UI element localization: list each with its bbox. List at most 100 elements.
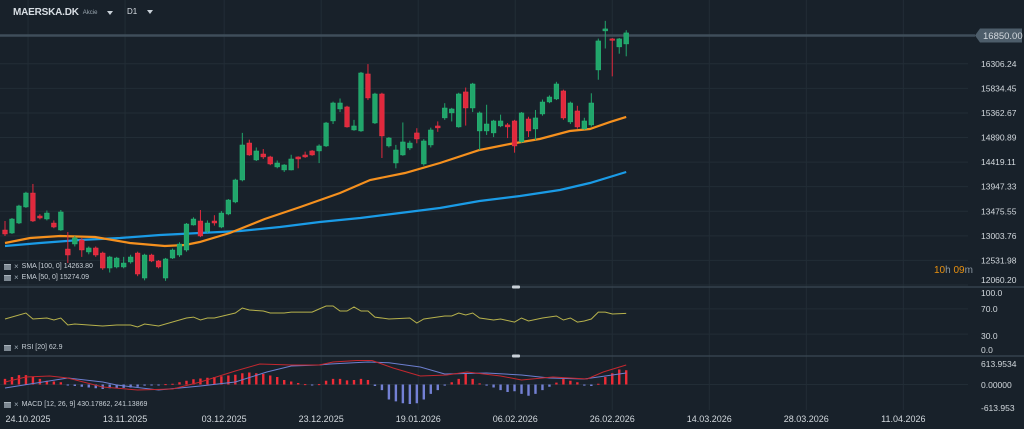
close-icon[interactable]: × (14, 343, 19, 352)
date-axis-label: 11.04.2026 (881, 414, 925, 424)
candle-body (51, 222, 57, 228)
candle-body (497, 120, 504, 127)
candle-up (372, 92, 378, 125)
candle-up (169, 248, 176, 259)
instrument-type: Akcie (82, 9, 98, 16)
candle-up (623, 30, 629, 57)
timeframe-label: D1 (127, 7, 138, 16)
macd-histogram-bar (324, 380, 328, 385)
candle-body (470, 83, 476, 109)
candle-up (386, 137, 392, 148)
macd-histogram-bar (17, 375, 21, 385)
symbol-selector[interactable]: MAERSKA.DK Akcie (13, 7, 114, 18)
candle-body (16, 205, 22, 224)
candle-up (225, 199, 231, 216)
settings-icon[interactable] (4, 275, 11, 281)
candle-down (574, 105, 580, 129)
settings-icon[interactable] (4, 345, 11, 351)
candle-up (128, 254, 134, 264)
rsi-axis-label: 100.0 (981, 288, 1003, 298)
candle-up (190, 217, 197, 226)
candle-body (288, 158, 294, 171)
macd-line (4, 361, 627, 391)
candle-up (491, 119, 497, 138)
panel-resize-handle[interactable] (512, 285, 520, 289)
candle-body (553, 83, 560, 100)
countdown-m-unit: m (964, 265, 973, 276)
macd-histogram-bar (213, 377, 216, 385)
macd-histogram-bar (303, 384, 307, 386)
macd-histogram-bar (269, 375, 272, 385)
candle-body (135, 252, 141, 275)
candle-down (211, 215, 218, 226)
macd-legend-label: MACD [12, 26, 9] 430.17862, 241.13869 (21, 401, 148, 408)
macd-histogram-bar (220, 376, 223, 385)
macd-histogram-bar (436, 384, 439, 391)
macd-histogram-bar (317, 384, 321, 386)
candle-body (44, 212, 50, 220)
ema-legend: × EMA [50, 0] 15274.09 (4, 274, 89, 282)
candle-up (449, 107, 455, 122)
settings-icon[interactable] (4, 402, 11, 408)
candle-body (442, 107, 448, 119)
macd-histogram-bar (115, 384, 118, 389)
rsi-axis-label: 70.0 (981, 304, 998, 314)
close-icon[interactable]: × (14, 262, 19, 271)
macd-histogram-bar (38, 378, 42, 385)
rsi-legend-label: RSI [20] 62.9 (21, 344, 63, 351)
candle-up (330, 101, 336, 125)
candle-up (337, 98, 343, 113)
candle-up (288, 154, 294, 171)
candle-up (470, 82, 476, 113)
macd-signal-line (4, 360, 627, 391)
candle-body (518, 112, 525, 143)
candle-body (72, 237, 78, 245)
candle-down (435, 121, 441, 132)
macd-histogram-bar (408, 384, 412, 404)
candle-up (602, 20, 608, 49)
candle-body (567, 102, 573, 123)
candle-up (407, 140, 413, 151)
candle-up (358, 71, 364, 132)
candle-down (148, 253, 155, 263)
candle-body (421, 140, 427, 165)
candle-body (169, 249, 176, 259)
candle-body (456, 93, 462, 128)
date-axis-label: 26.02.2026 (590, 414, 635, 424)
sma-legend: × SMA [100, 0] 14263.80 (4, 263, 93, 271)
candle-up (539, 99, 546, 116)
price-axis-label: 12060.20 (981, 275, 1017, 285)
candle-body (428, 129, 434, 146)
macd-histogram-bar (73, 384, 76, 386)
candle-up (121, 256, 127, 269)
candle-body (281, 164, 287, 171)
macd-histogram-bar (283, 380, 286, 385)
candle-down (295, 156, 301, 169)
candle-body (274, 162, 280, 168)
settings-icon[interactable] (4, 264, 11, 270)
candle-down (344, 105, 350, 128)
macd-axis-label: -613.953 (981, 403, 1015, 413)
ema-50-line (4, 115, 627, 248)
macd-histogram-bar (555, 382, 558, 385)
rsi-axis-label: 30.0 (981, 331, 998, 341)
timeframe-selector[interactable]: D1 (127, 7, 154, 16)
candle-body (323, 122, 329, 147)
close-icon[interactable]: × (14, 400, 19, 409)
macd-histogram-bar (262, 374, 265, 385)
macd-histogram-bar (583, 384, 586, 386)
candle-body (162, 258, 169, 279)
chevron-down-icon (147, 9, 154, 14)
candle-up (421, 139, 427, 166)
candle-body (65, 248, 71, 256)
rsi-axis-label: 0.0 (981, 345, 993, 355)
candle-down (560, 89, 567, 120)
candle-down (302, 151, 308, 158)
close-icon[interactable]: × (14, 273, 19, 282)
candle-body (358, 72, 364, 132)
candle-body (246, 142, 252, 156)
panel-resize-handle[interactable] (512, 354, 520, 358)
candle-body (407, 142, 413, 149)
candle-down (37, 214, 43, 220)
